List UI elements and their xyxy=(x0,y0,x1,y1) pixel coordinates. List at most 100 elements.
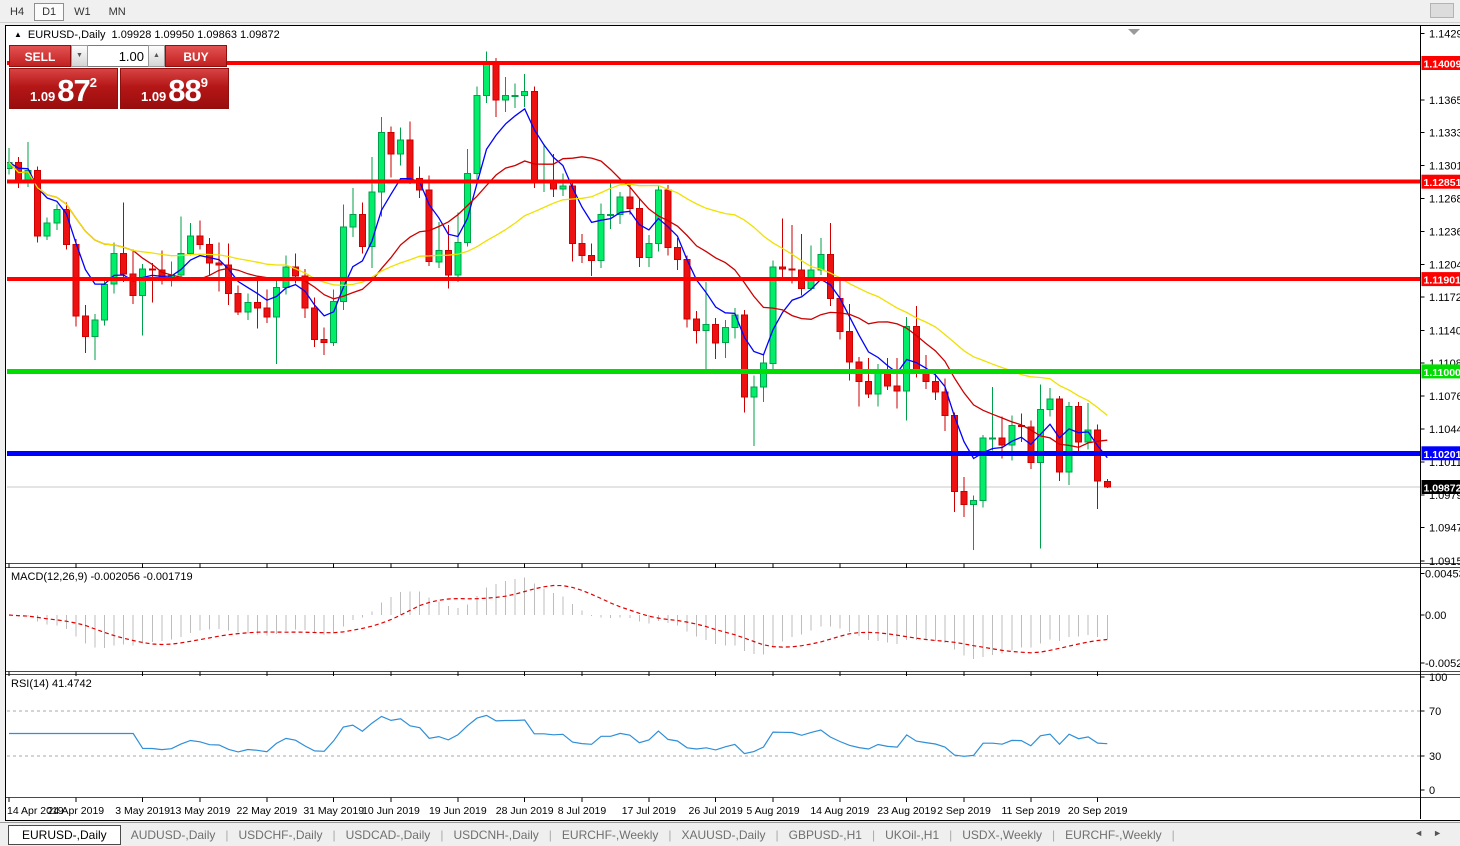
rsi-axis-tick: 70 xyxy=(1429,706,1441,718)
chart-tab-gbpusd-h1[interactable]: GBPUSD-,H1 xyxy=(788,828,862,842)
timeframe-toolbar: H4 D1 W1 MN xyxy=(0,0,1460,23)
chart-tab-usdcad-daily[interactable]: USDCAD-,Daily xyxy=(345,828,431,842)
chart-window: 1.14295 1.13650 1.13330 1.13010 1.12685 1.123… xyxy=(5,25,1460,821)
price-axis-tick: 1.09475 xyxy=(1429,523,1460,535)
price-axis-tick: 1.10440 xyxy=(1429,424,1460,436)
chart-tab-audusd-daily[interactable]: AUDUSD-,Daily xyxy=(130,828,216,842)
buy-price-pip: 9 xyxy=(200,75,209,90)
chart-tab-eurusd-daily[interactable]: EURUSD-,Daily xyxy=(8,825,121,845)
svg-text:1.10201: 1.10201 xyxy=(1424,449,1460,461)
date-axis-tick: 3 May 2019 xyxy=(115,805,170,817)
svg-text:1.11000: 1.11000 xyxy=(1424,367,1460,379)
chart-tab-usdcnh-daily[interactable]: USDCNH-,Daily xyxy=(453,828,539,842)
price-axis-tick: 1.13010 xyxy=(1429,160,1460,172)
ma-slow-line xyxy=(8,161,1108,416)
one-click-trading-panel: SELL ▼ ▲ BUY 1.09 87 2 1.09 88 9 xyxy=(9,45,229,109)
chart-tabs: EURUSD-,Daily AUDUSD-,Daily | USDCHF-,Daily… xyxy=(0,825,1175,845)
tab-separator: | xyxy=(668,828,672,842)
rsi-axis-tick: 0 xyxy=(1429,785,1435,797)
date-axis-tick: 13 May 2019 xyxy=(170,805,231,817)
sell-price-box[interactable]: 1.09 87 2 xyxy=(9,68,118,109)
chart-tab-usdx-weekly[interactable]: USDX-,Weekly xyxy=(962,828,1043,842)
rsi-axis-tick: 100 xyxy=(1429,672,1447,684)
date-axis-tick: 10 Jun 2019 xyxy=(362,805,420,817)
chart-symbol-period: EURUSD-,Daily xyxy=(27,29,106,41)
macd-histogram xyxy=(18,577,1108,660)
price-badge-1.12851: 1.12851 xyxy=(1421,174,1460,189)
date-axis-tick: 26 Jul 2019 xyxy=(689,805,743,817)
date-axis-tick: 28 Jun 2019 xyxy=(496,805,554,817)
price-axis-tick: 1.10760 xyxy=(1429,391,1460,403)
price-badge-1.10201: 1.10201 xyxy=(1421,446,1460,461)
tab-separator: | xyxy=(1052,828,1056,842)
price-axis-tick: 1.12045 xyxy=(1429,259,1460,271)
buy-price-big: 88 xyxy=(168,73,201,108)
timeframe-button-mn[interactable]: MN xyxy=(101,3,134,21)
rsi-indicator-label: RSI(14) 41.4742 xyxy=(11,678,92,690)
tab-separator: | xyxy=(871,828,876,842)
chart-tab-usdchf-daily[interactable]: USDCHF-,Daily xyxy=(238,828,323,842)
svg-text:1.11901: 1.11901 xyxy=(1424,275,1460,287)
svg-text:1.12851: 1.12851 xyxy=(1424,177,1460,189)
price-axis-tick: 1.11725 xyxy=(1429,292,1460,304)
date-axis-tick: 14 Aug 2019 xyxy=(810,805,869,817)
chart-title: ▲ EURUSD-,Daily 1.09928 1.09950 1.09863 … xyxy=(14,29,280,41)
date-axis-tick: 20 Sep 2019 xyxy=(1068,805,1128,817)
timeframe-button-group: H4 D1 W1 MN xyxy=(0,2,134,21)
timeframe-button-w1[interactable]: W1 xyxy=(66,3,99,21)
tab-scroll-arrows[interactable]: ◄► xyxy=(1414,828,1452,838)
date-axis-tick: 5 Aug 2019 xyxy=(746,805,799,817)
volume-input[interactable] xyxy=(88,45,148,67)
date-axis-tick: 11 Sep 2019 xyxy=(1001,805,1060,817)
price-axis-tick: 1.13650 xyxy=(1429,95,1460,107)
date-axis-tick: 24 Apr 2019 xyxy=(48,805,105,817)
date-axis-tick: 8 Jul 2019 xyxy=(558,805,607,817)
chart-tab-xauusd-daily[interactable]: XAUUSD-,Daily xyxy=(681,828,766,842)
date-axis-tick: 14 Apr 2019 xyxy=(7,805,64,817)
price-axis-tick: 1.11400 xyxy=(1429,325,1460,337)
sell-price-prefix: 1.09 xyxy=(29,89,56,104)
chart-canvas[interactable]: 1.14295 1.13650 1.13330 1.13010 1.12685 1.123… xyxy=(6,26,1460,820)
price-badge-1.11901: 1.11901 xyxy=(1421,272,1460,287)
macd-signal-line xyxy=(8,584,1108,654)
date-axis-tick: 2 Sep 2019 xyxy=(937,805,991,817)
chart-shift-marker xyxy=(1128,29,1140,35)
macd-axis-tick: -0.00520 xyxy=(1425,658,1460,670)
date-axis-tick: 22 May 2019 xyxy=(236,805,297,817)
timeframe-button-h4[interactable]: H4 xyxy=(2,3,32,21)
chart-collapse-icon[interactable]: ▲ xyxy=(14,30,22,39)
price-axis-tick: 1.13330 xyxy=(1429,128,1460,140)
timeframe-button-d1[interactable]: D1 xyxy=(34,2,65,21)
trade-panel-price-row: 1.09 87 2 1.09 88 9 xyxy=(9,68,229,109)
date-axis-tick: 31 May 2019 xyxy=(303,805,364,817)
trade-panel-top-row: SELL ▼ ▲ BUY xyxy=(9,45,229,67)
date-axis-tick: 19 Jun 2019 xyxy=(429,805,487,817)
macd-axis-tick: 0.004536 xyxy=(1425,568,1460,580)
date-axis-tick: 23 Aug 2019 xyxy=(877,805,936,817)
macd-indicator-label: MACD(12,26,9) -0.002056 -0.001719 xyxy=(11,571,193,583)
tab-separator: | xyxy=(949,828,953,842)
sell-price-pip: 2 xyxy=(89,75,98,90)
chart-tab-ukoil-h1[interactable]: UKOil-,H1 xyxy=(885,828,940,842)
volume-increase-button[interactable]: ▲ xyxy=(148,45,165,67)
sell-button[interactable]: SELL xyxy=(9,45,71,67)
chart-tab-bar: EURUSD-,Daily AUDUSD-,Daily | USDCHF-,Daily… xyxy=(0,822,1460,846)
tab-separator: | xyxy=(548,828,552,842)
tab-separator: | xyxy=(225,828,229,842)
price-badge-1.09872: 1.09872 xyxy=(1421,480,1460,495)
tab-separator: | xyxy=(440,828,444,842)
toolbar-overflow-button[interactable] xyxy=(1430,3,1454,18)
buy-price-prefix: 1.09 xyxy=(140,89,167,104)
chart-tab-eurchf-weekly[interactable]: EURCHF-,Weekly xyxy=(1065,828,1162,842)
buy-price-box[interactable]: 1.09 88 9 xyxy=(120,68,229,109)
rsi-line xyxy=(9,714,1108,757)
tab-separator: | xyxy=(1171,828,1175,842)
volume-decrease-button[interactable]: ▼ xyxy=(71,45,88,67)
price-axis-tick: 1.12685 xyxy=(1429,194,1460,206)
buy-button[interactable]: BUY xyxy=(165,45,227,67)
price-axis-tick: 1.14295 xyxy=(1429,29,1460,41)
macd-axis-tick: 0.00 xyxy=(1425,610,1446,622)
chart-tab-eurchf-weekly[interactable]: EURCHF-,Weekly xyxy=(561,828,659,842)
